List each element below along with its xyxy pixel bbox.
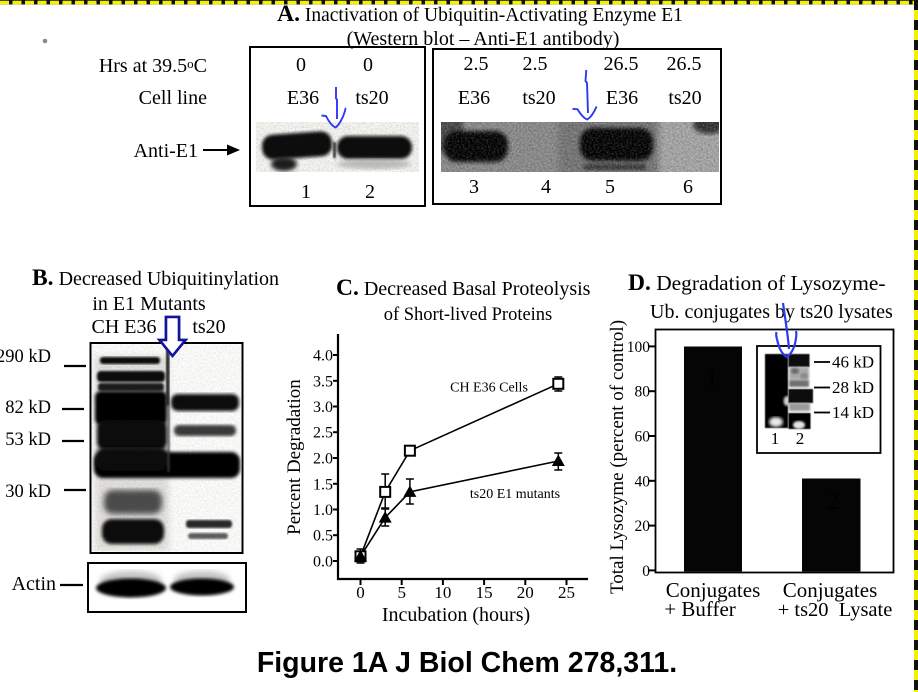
svg-text:1: 1 bbox=[771, 429, 780, 448]
svg-text:Cell line: Cell line bbox=[139, 87, 207, 109]
svg-text:0.5: 0.5 bbox=[313, 528, 333, 545]
svg-text:1: 1 bbox=[706, 365, 718, 390]
svg-text:2: 2 bbox=[827, 489, 839, 514]
svg-text:Hrs at 39.5oC: Hrs at 39.5oC bbox=[99, 55, 207, 77]
svg-text:E36: E36 bbox=[606, 87, 638, 109]
svg-text:Figure 1A J Biol Chem 278,311.: Figure 1A J Biol Chem 278,311. bbox=[257, 647, 677, 679]
svg-text:4.0: 4.0 bbox=[313, 348, 333, 365]
svg-text:0: 0 bbox=[363, 54, 373, 76]
svg-text:ts20: ts20 bbox=[355, 87, 388, 109]
svg-text:3: 3 bbox=[469, 176, 479, 198]
svg-text:28 kD: 28 kD bbox=[832, 378, 874, 397]
svg-text:C. Decreased Basal Proteolysis: C. Decreased Basal Proteolysis bbox=[336, 275, 591, 301]
svg-text:82 kD: 82 kD bbox=[5, 398, 51, 418]
svg-text:D. Degradation of Lysozyme-: D. Degradation of Lysozyme- bbox=[628, 270, 886, 296]
svg-text:1.5: 1.5 bbox=[313, 476, 333, 493]
svg-text:20: 20 bbox=[635, 518, 651, 535]
svg-text:0: 0 bbox=[356, 583, 365, 602]
svg-text:14 kD: 14 kD bbox=[832, 403, 874, 422]
svg-text:A. Inactivation of Ubiquitin-A: A. Inactivation of Ubiquitin-Activating … bbox=[277, 1, 683, 27]
svg-text:2.0: 2.0 bbox=[313, 451, 333, 468]
svg-text:26.5: 26.5 bbox=[604, 53, 639, 75]
svg-text:5: 5 bbox=[605, 176, 615, 198]
svg-text:ts20: ts20 bbox=[522, 87, 555, 109]
svg-text:Actin: Actin bbox=[12, 573, 56, 595]
svg-text:20: 20 bbox=[517, 583, 534, 602]
svg-text:1.0: 1.0 bbox=[313, 502, 333, 519]
svg-text:E36: E36 bbox=[287, 87, 319, 109]
svg-text:3.5: 3.5 bbox=[313, 373, 333, 390]
svg-text:0.0: 0.0 bbox=[313, 554, 333, 571]
svg-text:Percent Degradation: Percent Degradation bbox=[284, 379, 305, 535]
svg-text:CH E36 Cells: CH E36 Cells bbox=[450, 381, 528, 396]
svg-text:2: 2 bbox=[365, 181, 375, 203]
svg-text:Conjugates: Conjugates bbox=[783, 578, 878, 602]
svg-text:Ub. conjugates by ts20 lysates: Ub. conjugates by ts20 lysates bbox=[650, 301, 893, 323]
svg-text:Conjugates: Conjugates bbox=[666, 578, 761, 602]
svg-text:of Short-lived Proteins: of Short-lived Proteins bbox=[384, 305, 553, 325]
svg-text:Incubation (hours): Incubation (hours) bbox=[382, 604, 530, 626]
svg-text:53 kD: 53 kD bbox=[5, 430, 51, 450]
svg-text:+ ts20 Lysate: + ts20 Lysate bbox=[778, 599, 893, 621]
svg-text:2.5: 2.5 bbox=[464, 53, 489, 75]
svg-text:CH E36: CH E36 bbox=[92, 316, 157, 338]
svg-text:E36: E36 bbox=[458, 87, 490, 109]
svg-text:60: 60 bbox=[635, 429, 651, 446]
svg-text:25: 25 bbox=[558, 583, 575, 602]
svg-text:B. Decreased Ubiquitinylation: B. Decreased Ubiquitinylation bbox=[32, 265, 279, 291]
svg-text:5: 5 bbox=[397, 583, 406, 602]
svg-text:0: 0 bbox=[642, 563, 650, 580]
svg-text:2: 2 bbox=[796, 429, 805, 448]
svg-text:2.5: 2.5 bbox=[523, 53, 548, 75]
svg-text:+ Buffer: + Buffer bbox=[664, 597, 736, 621]
svg-text:ts20: ts20 bbox=[192, 316, 225, 338]
svg-text:ts20 E1 mutants: ts20 E1 mutants bbox=[470, 487, 560, 502]
svg-text:in E1 Mutants: in E1 Mutants bbox=[92, 293, 206, 315]
svg-text:46 kD: 46 kD bbox=[832, 353, 874, 372]
svg-text:10: 10 bbox=[434, 583, 451, 602]
svg-text:6: 6 bbox=[683, 176, 693, 198]
svg-text:2.5: 2.5 bbox=[313, 425, 333, 442]
svg-text:1: 1 bbox=[301, 181, 311, 203]
svg-text:15: 15 bbox=[476, 583, 493, 602]
svg-text:26.5: 26.5 bbox=[667, 53, 702, 75]
svg-text:Total Lysozyme (percent of con: Total Lysozyme (percent of control) bbox=[607, 320, 628, 594]
svg-text:4: 4 bbox=[541, 176, 551, 198]
svg-text:290 kD: 290 kD bbox=[0, 347, 51, 367]
svg-text:100: 100 bbox=[627, 339, 651, 356]
svg-text:(Western blot – Anti-E1 antibo: (Western blot – Anti-E1 antibody) bbox=[347, 28, 620, 50]
svg-text:80: 80 bbox=[635, 384, 651, 401]
svg-text:30 kD: 30 kD bbox=[5, 482, 51, 502]
svg-text:0: 0 bbox=[296, 54, 306, 76]
svg-text:ts20: ts20 bbox=[668, 87, 701, 109]
svg-text:Anti-E1: Anti-E1 bbox=[134, 140, 198, 162]
svg-text:40: 40 bbox=[635, 473, 651, 490]
svg-text:3.0: 3.0 bbox=[313, 399, 333, 416]
